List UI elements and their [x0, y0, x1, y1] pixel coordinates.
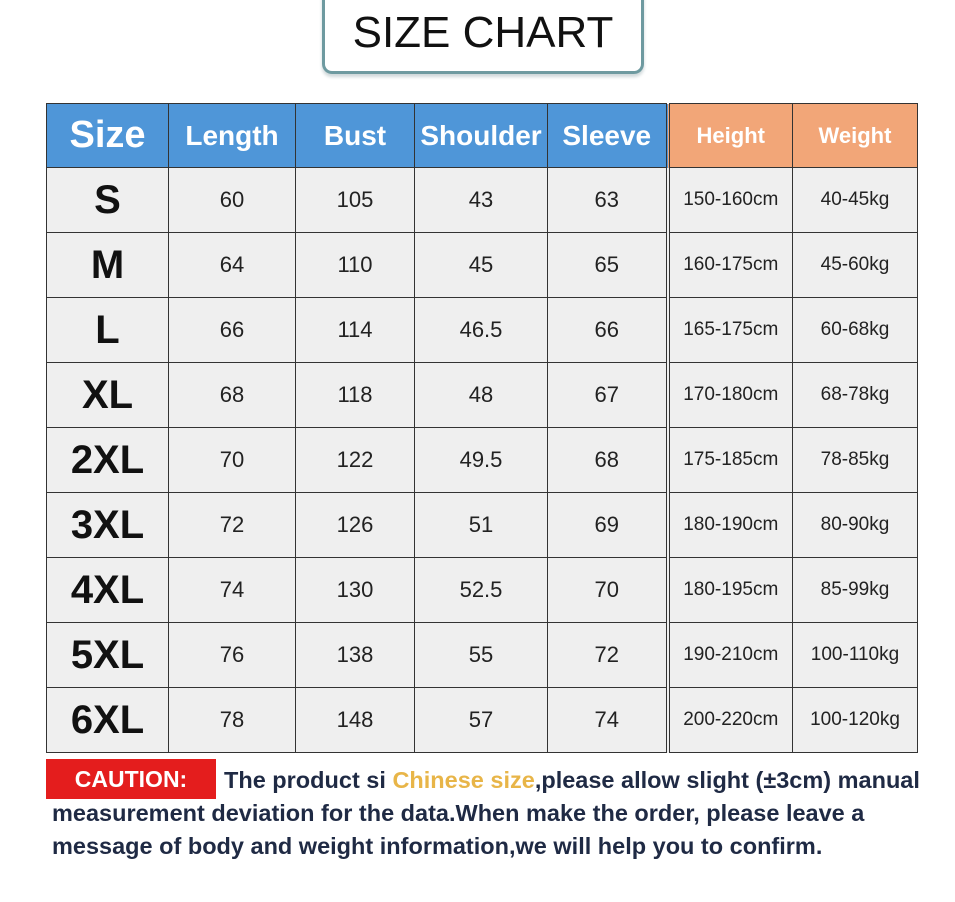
- cell-sleeve: 68: [547, 427, 668, 493]
- cell-shoulder: 43: [414, 167, 548, 233]
- cell-weight: 85-99kg: [792, 557, 918, 623]
- cell-bust: 148: [295, 687, 415, 753]
- cell-height: 150-160cm: [665, 167, 793, 233]
- table-row: XL 68 118 48 67 170-180cm 68-78kg: [46, 362, 918, 428]
- cell-sleeve: 70: [547, 557, 668, 623]
- cell-bust: 110: [295, 232, 415, 298]
- cell-sleeve: 63: [547, 167, 668, 233]
- column-header-height: Height: [665, 103, 793, 168]
- note-highlight: Chinese size: [392, 767, 535, 793]
- table-row: L 66 114 46.5 66 165-175cm 60-68kg: [46, 297, 918, 363]
- cell-length: 74: [168, 557, 296, 623]
- cell-shoulder: 57: [414, 687, 548, 753]
- cell-height: 170-180cm: [665, 362, 793, 428]
- cell-shoulder: 51: [414, 492, 548, 558]
- cell-shoulder: 55: [414, 622, 548, 688]
- cell-length: 76: [168, 622, 296, 688]
- cell-weight: 100-120kg: [792, 687, 918, 753]
- size-label: 6XL: [46, 687, 169, 753]
- cell-sleeve: 67: [547, 362, 668, 428]
- column-header-weight: Weight: [792, 103, 918, 168]
- cell-shoulder: 48: [414, 362, 548, 428]
- cell-height: 200-220cm: [665, 687, 793, 753]
- note-text-before: The product si: [224, 767, 393, 793]
- cell-length: 68: [168, 362, 296, 428]
- size-table: Size Length Bust Shoulder Sleeve Height Weight…: [46, 103, 918, 753]
- table-row: 4XL 74 130 52.5 70 180-195cm 85-99kg: [46, 557, 918, 623]
- table-row: S 60 105 43 63 150-160cm 40-45kg: [46, 167, 918, 233]
- caution-label: CAUTION:: [46, 759, 216, 799]
- caution-note: The product si Chinese size,please allow…: [52, 764, 942, 863]
- size-label: M: [46, 232, 169, 298]
- cell-length: 64: [168, 232, 296, 298]
- cell-length: 66: [168, 297, 296, 363]
- cell-height: 165-175cm: [665, 297, 793, 363]
- cell-bust: 122: [295, 427, 415, 493]
- cell-sleeve: 74: [547, 687, 668, 753]
- column-header-shoulder: Shoulder: [414, 103, 548, 168]
- cell-shoulder: 52.5: [414, 557, 548, 623]
- cell-bust: 138: [295, 622, 415, 688]
- cell-bust: 130: [295, 557, 415, 623]
- note-text-after: ,please allow slight (±3cm) manual measu…: [52, 767, 920, 859]
- size-label: 2XL: [46, 427, 169, 493]
- cell-sleeve: 66: [547, 297, 668, 363]
- cell-shoulder: 49.5: [414, 427, 548, 493]
- size-label: XL: [46, 362, 169, 428]
- cell-weight: 40-45kg: [792, 167, 918, 233]
- cell-length: 60: [168, 167, 296, 233]
- chart-title: SIZE CHART: [322, 0, 644, 74]
- cell-height: 180-195cm: [665, 557, 793, 623]
- cell-length: 72: [168, 492, 296, 558]
- column-header-sleeve: Sleeve: [547, 103, 668, 168]
- cell-weight: 60-68kg: [792, 297, 918, 363]
- size-label: L: [46, 297, 169, 363]
- cell-height: 190-210cm: [665, 622, 793, 688]
- cell-height: 180-190cm: [665, 492, 793, 558]
- table-row: 2XL 70 122 49.5 68 175-185cm 78-85kg: [46, 427, 918, 493]
- cell-bust: 126: [295, 492, 415, 558]
- size-label: S: [46, 167, 169, 233]
- cell-length: 70: [168, 427, 296, 493]
- table-row: 6XL 78 148 57 74 200-220cm 100-120kg: [46, 687, 918, 753]
- table-row: 3XL 72 126 51 69 180-190cm 80-90kg: [46, 492, 918, 558]
- cell-weight: 80-90kg: [792, 492, 918, 558]
- column-header-length: Length: [168, 103, 296, 168]
- cell-sleeve: 65: [547, 232, 668, 298]
- header-row: Size Length Bust Shoulder Sleeve Height Weight: [46, 103, 918, 168]
- size-label: 5XL: [46, 622, 169, 688]
- cell-weight: 45-60kg: [792, 232, 918, 298]
- cell-sleeve: 72: [547, 622, 668, 688]
- cell-bust: 114: [295, 297, 415, 363]
- cell-height: 160-175cm: [665, 232, 793, 298]
- cell-weight: 78-85kg: [792, 427, 918, 493]
- table-row: 5XL 76 138 55 72 190-210cm 100-110kg: [46, 622, 918, 688]
- cell-length: 78: [168, 687, 296, 753]
- cell-bust: 105: [295, 167, 415, 233]
- cell-weight: 68-78kg: [792, 362, 918, 428]
- cell-weight: 100-110kg: [792, 622, 918, 688]
- size-label: 4XL: [46, 557, 169, 623]
- size-label: 3XL: [46, 492, 169, 558]
- cell-shoulder: 46.5: [414, 297, 548, 363]
- cell-sleeve: 69: [547, 492, 668, 558]
- column-header-bust: Bust: [295, 103, 415, 168]
- cell-bust: 118: [295, 362, 415, 428]
- table-row: M 64 110 45 65 160-175cm 45-60kg: [46, 232, 918, 298]
- cell-shoulder: 45: [414, 232, 548, 298]
- column-header-size: Size: [46, 103, 169, 168]
- cell-height: 175-185cm: [665, 427, 793, 493]
